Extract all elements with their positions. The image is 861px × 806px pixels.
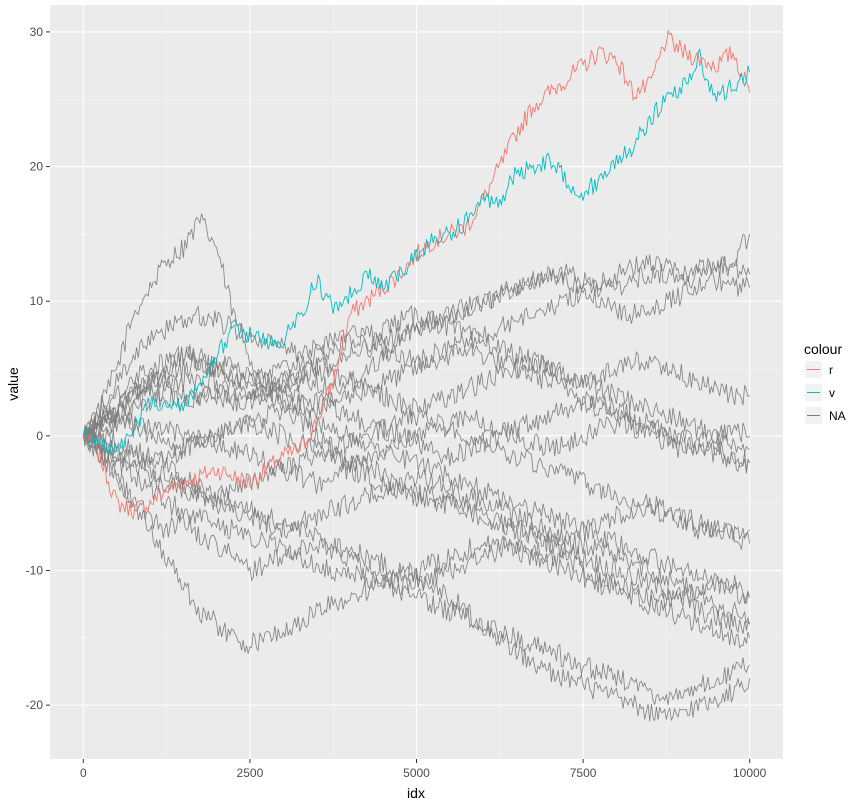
x-tick-label: 0 <box>80 766 87 780</box>
legend-title: colour <box>804 341 842 357</box>
series-line-na <box>82 430 751 654</box>
series-line-na <box>82 408 750 541</box>
series-line-na <box>83 433 751 706</box>
series-line-na <box>82 399 751 605</box>
legend-label-r: r <box>829 363 833 377</box>
series-line-na <box>82 342 751 473</box>
series-line-na <box>82 409 750 473</box>
series-line-na <box>83 272 751 437</box>
series-line-na <box>83 351 750 442</box>
legend-label-v: v <box>829 386 835 400</box>
series-line-na <box>82 254 751 445</box>
x-tick-label: 5000 <box>403 766 430 780</box>
y-tick-label: 20 <box>30 160 44 174</box>
legend-label-na: NA <box>829 409 846 423</box>
series-line-v <box>82 48 751 456</box>
series-line-r <box>83 29 751 521</box>
series-line-na <box>82 411 751 634</box>
series-line-na <box>82 305 750 453</box>
major-gridlines <box>50 5 783 759</box>
x-axis-ticks: 0 2500 5000 7500 10000 <box>80 759 767 780</box>
y-tick-label: 30 <box>30 25 44 39</box>
x-tick-label: 7500 <box>570 766 597 780</box>
unlabeled-series-group <box>82 213 751 722</box>
series-line-na <box>82 428 751 550</box>
x-tick-label: 10000 <box>733 766 767 780</box>
legend: colour rv NA <box>804 341 846 424</box>
y-tick-label: 10 <box>30 294 44 308</box>
y-tick-label: -10 <box>26 564 44 578</box>
series-line-na <box>82 344 751 474</box>
y-axis-title: value <box>5 367 21 401</box>
y-axis-ticks: -20 -10 0 10 20 30 <box>26 25 50 712</box>
series-line-na <box>82 213 751 631</box>
labeled-series-group <box>82 29 751 521</box>
y-tick-label: -20 <box>26 698 44 712</box>
legend-entries: rv NA <box>805 361 846 424</box>
y-tick-label: 0 <box>36 429 43 443</box>
x-tick-label: 2500 <box>237 766 264 780</box>
x-axis-title: idx <box>407 785 425 801</box>
